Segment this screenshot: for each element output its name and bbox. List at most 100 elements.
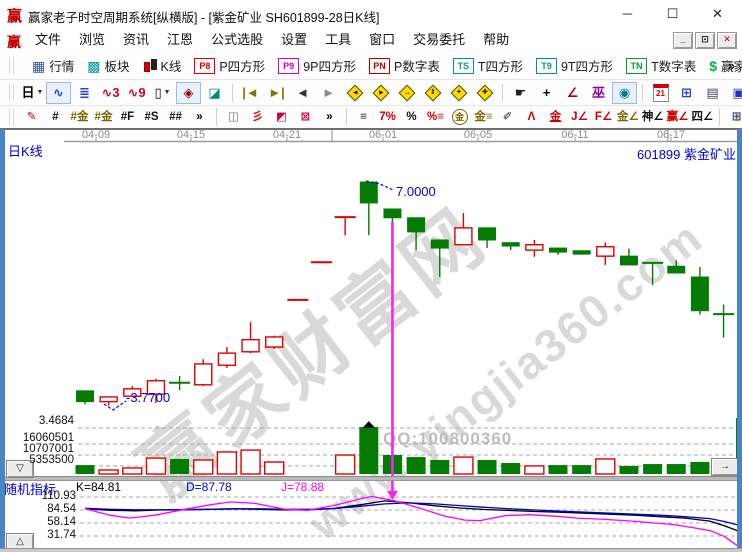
- quote-table-button[interactable]: ≣: [72, 82, 97, 104]
- sectors-icon: ▩: [87, 57, 101, 74]
- gann-grid-gold2-button[interactable]: #金: [92, 107, 115, 127]
- t-square-button[interactable]: TS T四方形: [452, 56, 523, 75]
- ninet-square-button[interactable]: T9 9T四方形: [535, 56, 613, 75]
- p-square-button[interactable]: P8 P四方形: [194, 56, 265, 75]
- notes-button[interactable]: ▤: [700, 82, 725, 104]
- gold-angle-button[interactable]: 金∠: [616, 107, 640, 127]
- win-angle-button[interactable]: 赢∠: [666, 107, 690, 127]
- prev-bar-button[interactable]: ◄: [290, 82, 315, 104]
- menu-窗口[interactable]: 窗口: [369, 32, 396, 47]
- collapse-volume-pane-button[interactable]: ▽: [6, 460, 34, 478]
- sectors-button[interactable]: ▩ 板块: [87, 56, 129, 75]
- gann-tool-button[interactable]: 巫: [586, 82, 611, 104]
- mdi-close-button[interactable]: ✕: [717, 32, 737, 49]
- p-square-icon: P8: [194, 57, 216, 74]
- wave-9-icon: ∿9: [127, 84, 146, 100]
- toolbar-label: 板块: [104, 60, 130, 74]
- crosshair-button[interactable]: +: [534, 82, 559, 104]
- watermark-qq: QQ:100800360: [383, 429, 513, 448]
- frame-tool-button[interactable]: ◫: [222, 107, 245, 127]
- indicator-chart-button[interactable]: ◪: [202, 82, 227, 104]
- gold-circle-button[interactable]: 金: [448, 107, 471, 127]
- maximize-button[interactable]: ☐: [666, 6, 679, 21]
- percent7-button[interactable]: 7%: [376, 107, 399, 127]
- trend-chart-button[interactable]: ∿: [46, 81, 71, 104]
- wave-3-button[interactable]: ∿3: [98, 82, 123, 104]
- wave-9-button[interactable]: ∿9: [124, 82, 149, 104]
- f-angle-button[interactable]: F∠: [592, 107, 615, 127]
- menu-浏览[interactable]: 浏览: [79, 32, 106, 47]
- f-angle-icon: F∠: [594, 111, 613, 123]
- menu-工具[interactable]: 工具: [325, 32, 352, 47]
- gann-wheel-button[interactable]: ◈: [176, 81, 201, 104]
- calendar-button[interactable]: 21: [648, 82, 673, 104]
- hollow-candle-dropdown[interactable]: ▯ ▼: [154, 84, 171, 100]
- cycle-horizontal-button[interactable]: ↔: [394, 82, 419, 104]
- grid-box1-button[interactable]: ⊞: [725, 107, 742, 127]
- first-bar-button[interactable]: |◄: [238, 82, 263, 104]
- four-angle-button[interactable]: 四∠: [690, 107, 714, 127]
- more-gann-grids-button[interactable]: »: [188, 107, 211, 127]
- menu-帮助[interactable]: 帮助: [483, 32, 510, 47]
- calculator-button[interactable]: ⊞: [674, 82, 699, 104]
- smart-analysis-button[interactable]: ◉: [612, 81, 637, 104]
- fan-box-button[interactable]: ◩: [270, 107, 293, 127]
- quotes-button[interactable]: ▦ 行情: [32, 56, 74, 75]
- t-number-table-button[interactable]: TN T数字表: [626, 56, 696, 75]
- menu-设置[interactable]: 设置: [281, 32, 308, 47]
- cycle-cross-button[interactable]: ✚: [472, 82, 497, 104]
- more-fans-button[interactable]: »: [318, 107, 341, 127]
- percent-button[interactable]: %: [400, 107, 423, 127]
- gann-grid-gold1-icon: #金: [70, 111, 89, 123]
- gann-grid-s-icon: #S: [144, 111, 159, 123]
- shen-angle-button[interactable]: 神∠: [641, 107, 665, 127]
- gann-grid-double-button[interactable]: ##: [164, 107, 187, 127]
- gann-grid-gold1-button[interactable]: #金: [68, 107, 91, 127]
- first-bar-icon: |◄: [242, 84, 259, 100]
- draw-compass-button[interactable]: ✎: [20, 107, 43, 127]
- toolbar-label: T数字表: [651, 60, 697, 74]
- cycle-vertical-button[interactable]: ⇕: [420, 82, 445, 104]
- scroll-right-button[interactable]: →: [711, 458, 739, 476]
- fan-grid-button[interactable]: ⊠: [294, 107, 317, 127]
- period-day-dropdown[interactable]: 日 ▼: [21, 84, 44, 100]
- gann-grid-f-button[interactable]: #F: [116, 107, 139, 127]
- winner-service-button[interactable]: $ 赢家服务: [709, 56, 742, 75]
- toolbar-overflow-chevron[interactable]: »: [727, 58, 735, 73]
- pan-hand-button[interactable]: ☛: [508, 82, 533, 104]
- gold-levels-button[interactable]: 金≡: [472, 107, 495, 127]
- toolbar-label: 赢家服务: [721, 60, 742, 74]
- ninep-square-button[interactable]: P9 9P四方形: [278, 56, 356, 75]
- cycle-star-button[interactable]: ✦: [446, 82, 471, 104]
- j-angle-button[interactable]: J∠: [568, 107, 591, 127]
- pane-separator[interactable]: [0, 476, 742, 481]
- diamond-icon: ✚: [476, 84, 493, 101]
- menu-文件[interactable]: 文件: [35, 32, 62, 47]
- wave-a-button[interactable]: Λ: [520, 107, 543, 127]
- cycle-left-button[interactable]: ◄: [342, 82, 367, 104]
- bars-pattern-button[interactable]: ≡: [352, 107, 375, 127]
- save-button[interactable]: ▣: [726, 82, 742, 104]
- gann-grid-f-icon: #F: [120, 111, 135, 123]
- fan-lines-button[interactable]: 彡: [246, 107, 269, 127]
- mdi-restore-button[interactable]: ⊡: [695, 32, 715, 49]
- menu-江恩[interactable]: 江恩: [167, 32, 194, 47]
- angle-measure-button[interactable]: ∠: [560, 82, 585, 104]
- cycle-right-button[interactable]: ►: [368, 82, 393, 104]
- p-number-table-button[interactable]: PN P数字表: [368, 56, 440, 75]
- gann-grid-s-button[interactable]: #S: [140, 107, 163, 127]
- next-bar-button[interactable]: ►: [316, 82, 341, 104]
- kline-button[interactable]: K线: [143, 56, 181, 75]
- minimize-button[interactable]: ─: [622, 6, 633, 21]
- brush-note-button[interactable]: ✐: [496, 107, 519, 127]
- menu-资讯[interactable]: 资讯: [123, 32, 150, 47]
- last-bar-button[interactable]: ►|: [264, 82, 289, 104]
- close-button[interactable]: ✕: [712, 6, 723, 21]
- calculator-icon: ⊞: [681, 84, 692, 100]
- gold-line-button[interactable]: 金: [544, 107, 567, 127]
- percent-levels-button[interactable]: %≡: [424, 107, 447, 127]
- mdi-minimize-button[interactable]: _: [673, 32, 693, 49]
- menu-公式选股[interactable]: 公式选股: [211, 32, 264, 47]
- gann-grid-button[interactable]: #: [44, 107, 67, 127]
- menu-交易委托[interactable]: 交易委托: [413, 32, 466, 47]
